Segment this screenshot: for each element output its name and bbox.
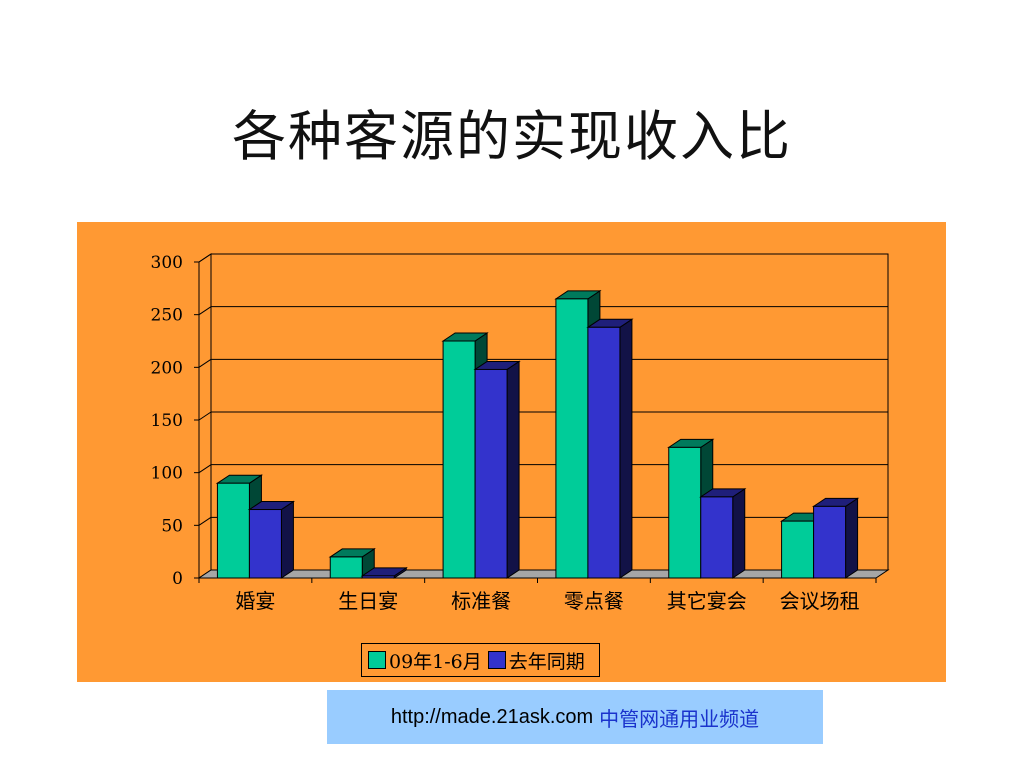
y-tick-label: 50: [161, 516, 183, 536]
y-tick-label: 250: [151, 306, 183, 326]
bar-4-1: [700, 496, 734, 579]
x-tick-label: 标准餐: [451, 589, 511, 613]
chart-legend: 09年1-6月 去年同期: [361, 643, 600, 677]
bar-1-1: [361, 575, 395, 579]
x-tick-label: 生日宴: [338, 589, 398, 613]
slide-title: 各种客源的实现收入比: [232, 105, 792, 168]
bar-5-0: [781, 520, 815, 579]
bar-side: [732, 487, 746, 579]
x-tick-label: 零点餐: [564, 589, 624, 613]
source-box: http://made.21ask.com 中管网通用业频道: [327, 690, 823, 744]
y-tick-label: 200: [151, 358, 183, 378]
gridline-side: [198, 464, 212, 474]
x-tick-label: 婚宴: [235, 589, 275, 613]
bar-side: [845, 497, 859, 579]
bar-side: [280, 500, 294, 579]
bar-2-0: [442, 340, 476, 579]
y-tick-label: 150: [151, 411, 183, 431]
bar-3-1: [587, 326, 621, 579]
gridline-side: [198, 253, 212, 263]
legend-swatch: [368, 651, 386, 669]
bar-side: [619, 318, 633, 579]
bar-2-1: [474, 368, 508, 579]
source-name: 中管网通用业频道: [599, 706, 760, 731]
gridline-side: [198, 516, 212, 526]
y-tick-label: 0: [172, 569, 183, 589]
bar-1-0: [329, 556, 363, 579]
y-tick-label: 100: [151, 464, 183, 484]
x-tick-label: 会议场租: [780, 589, 860, 613]
legend-swatch: [487, 651, 506, 669]
bar-side: [506, 360, 520, 579]
legend-label: 去年同期: [508, 650, 585, 673]
bar-3-0: [555, 298, 589, 579]
chart-panel: 0 50 100 150 200 250 300 婚宴 生日宴 标准餐 零点餐 其它宴会 会议场租 09…: [77, 222, 946, 682]
gridline-side: [198, 306, 212, 316]
legend-item: 09年1-6月: [368, 647, 482, 674]
bar-4-0: [668, 446, 702, 579]
bar-0-0: [216, 482, 250, 579]
source-url[interactable]: http://made.21ask.com: [390, 705, 594, 728]
bar-5-1: [813, 505, 847, 579]
legend-label: 09年1-6月: [389, 650, 482, 673]
gridline-side: [198, 411, 212, 421]
chart-plot: 0 50 100 150 200 250 300 婚宴 生日宴 标准餐 零点餐 其它宴会 会议场租: [151, 253, 890, 613]
legend-item: 去年同期: [487, 647, 585, 674]
y-tick-label: 300: [151, 253, 183, 273]
bar-0-1: [248, 509, 282, 579]
x-tick-label: 其它宴会: [667, 589, 747, 613]
gridline-side: [198, 358, 212, 368]
